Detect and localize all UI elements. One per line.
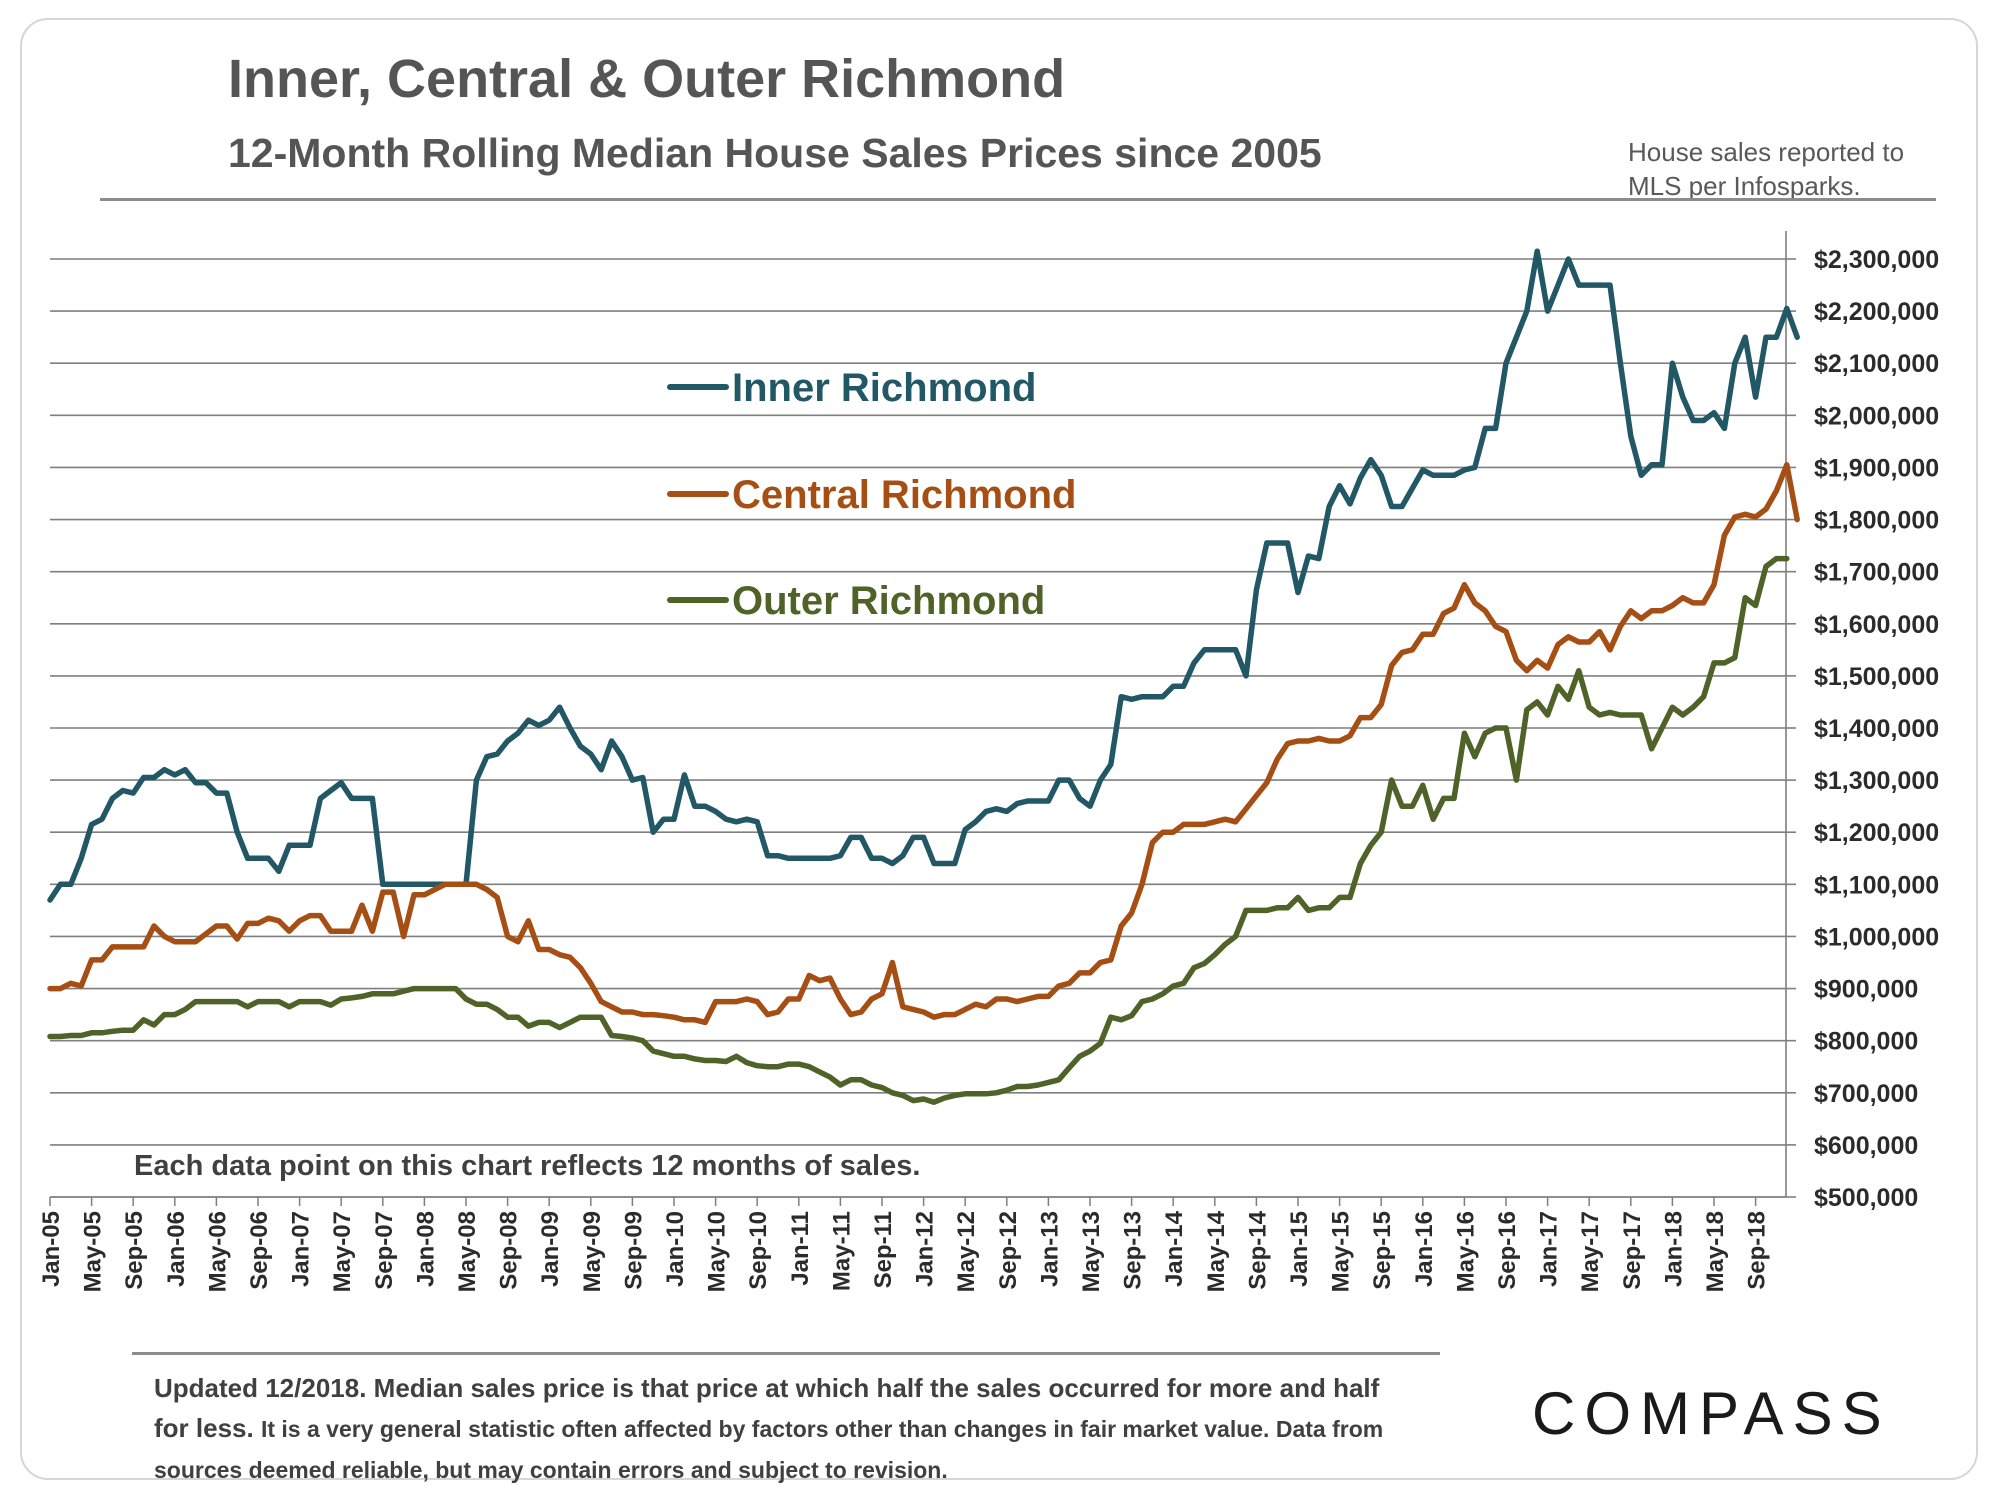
series-lines [47,248,1800,1105]
x-tick-label: Jan-13 [1036,1211,1063,1287]
y-tick-label: $700,000 [1814,1080,1918,1108]
x-tick-label: Jan-08 [412,1211,439,1287]
x-tick-label: May-08 [454,1211,481,1292]
x-tick-label: Sep-12 [995,1211,1022,1290]
y-tick-label: $1,500,000 [1814,663,1939,691]
y-tick-label: $2,300,000 [1814,246,1939,274]
y-tick-label: $1,300,000 [1814,767,1939,795]
footer-divider [132,1352,1440,1355]
x-tick-label: Sep-18 [1744,1211,1771,1290]
x-tick-label: Jan-12 [912,1211,939,1287]
x-tick-label: Sep-16 [1494,1211,1521,1290]
x-axis-ticks: Jan-05 May-05 Sep-05 Jan-06 May-06 Sep-06 Jan-… [38,1197,1771,1292]
x-tick-label: Jan-11 [787,1211,814,1286]
y-tick-label: $900,000 [1814,976,1918,1004]
x-tick-label: May-05 [80,1211,107,1292]
chart-note: Each data point on this chart reflects 1… [134,1150,921,1182]
y-tick-label: $1,000,000 [1814,923,1939,951]
chart-title: Inner, Central & Outer Richmond [228,49,1066,109]
x-tick-label: Sep-09 [620,1211,647,1290]
x-tick-label: May-09 [579,1211,606,1292]
source-note: House sales reported to MLS per Infospar… [1628,137,1905,201]
x-tick-label: Sep-05 [121,1211,148,1290]
x-tick-label: May-12 [953,1211,980,1292]
y-tick-label: $1,900,000 [1814,454,1939,482]
footer-rest: It is a very general statistic often aff… [154,1416,1384,1483]
x-tick-label: Sep-07 [371,1211,398,1290]
legend-label-inner-richmond: Inner Richmond [732,366,1036,410]
x-tick-label: May-16 [1452,1211,1479,1292]
x-tick-label: May-18 [1702,1211,1729,1292]
x-tick-label: May-10 [704,1211,731,1292]
x-tick-label: Jan-17 [1536,1211,1563,1287]
y-tick-label: $1,700,000 [1814,559,1939,587]
x-tick-label: Jan-06 [163,1211,190,1287]
chart-subtitle: 12-Month Rolling Median House Sales Pric… [228,130,1322,176]
series-line-central-richmond [47,462,1800,1026]
y-tick-label: $1,200,000 [1814,819,1939,847]
x-tick-label: Jan-15 [1286,1211,1313,1287]
x-tick-label: May-11 [828,1211,855,1291]
chart-frame [20,18,1978,1480]
x-tick-label: Sep-15 [1369,1211,1396,1290]
compass-logo-text: COMPASS [1532,1380,1891,1447]
series-line-inner-richmond [47,248,1800,903]
x-tick-label: Sep-14 [1244,1210,1271,1289]
x-tick-label: Sep-08 [496,1211,523,1290]
x-tick-label: Sep-17 [1619,1211,1646,1290]
x-tick-label: Sep-11 [870,1211,897,1288]
y-tick-label: $2,100,000 [1814,350,1939,378]
y-tick-label: $1,600,000 [1814,611,1939,639]
legend-label-outer-richmond: Outer Richmond [732,579,1045,623]
x-tick-label: Jan-07 [288,1211,315,1287]
x-tick-label: Sep-13 [1120,1211,1147,1290]
compass-logo: COMPASS [1532,1380,1891,1447]
y-tick-label: $800,000 [1814,1028,1918,1056]
x-tick-label: May-14 [1203,1210,1230,1292]
x-tick-label: Jan-10 [662,1211,689,1287]
y-tick-label: $1,800,000 [1814,507,1939,535]
x-tick-label: May-15 [1328,1211,1355,1292]
x-tick-label: Jan-05 [38,1211,65,1287]
series-line-outer-richmond [47,555,1790,1105]
x-tick-label: May-13 [1078,1211,1105,1292]
x-tick-label: Sep-10 [745,1211,772,1290]
y-tick-label: $1,100,000 [1814,871,1939,899]
y-tick-label: $500,000 [1814,1184,1918,1212]
y-tick-label: $600,000 [1814,1132,1918,1160]
x-tick-label: Sep-06 [246,1211,273,1290]
footer-lead: Updated 12/2018. Median sales price is t… [154,1373,1380,1443]
x-tick-label: May-06 [204,1211,231,1292]
y-tick-label: $2,200,000 [1814,298,1939,326]
x-tick-label: Jan-14 [1161,1210,1188,1287]
x-tick-label: Jan-16 [1411,1211,1438,1287]
y-axis-ticks: $500,000 $600,000 $700,000 $800,000 $900,000… [1786,246,1939,1212]
axes [50,231,1787,1198]
x-tick-label: May-07 [329,1211,356,1292]
footer-disclaimer: Updated 12/2018. Median sales price is t… [154,1368,1384,1490]
y-tick-label: $1,400,000 [1814,715,1939,743]
x-tick-label: May-17 [1577,1211,1604,1292]
legend-label-central-richmond: Central Richmond [732,473,1076,517]
header-divider [100,198,1936,201]
x-tick-label: Jan-18 [1660,1211,1687,1287]
y-tick-label: $2,000,000 [1814,402,1939,430]
x-tick-label: Jan-09 [537,1211,564,1287]
legend: Inner Richmond Central Richmond Outer Rich… [667,366,1076,623]
